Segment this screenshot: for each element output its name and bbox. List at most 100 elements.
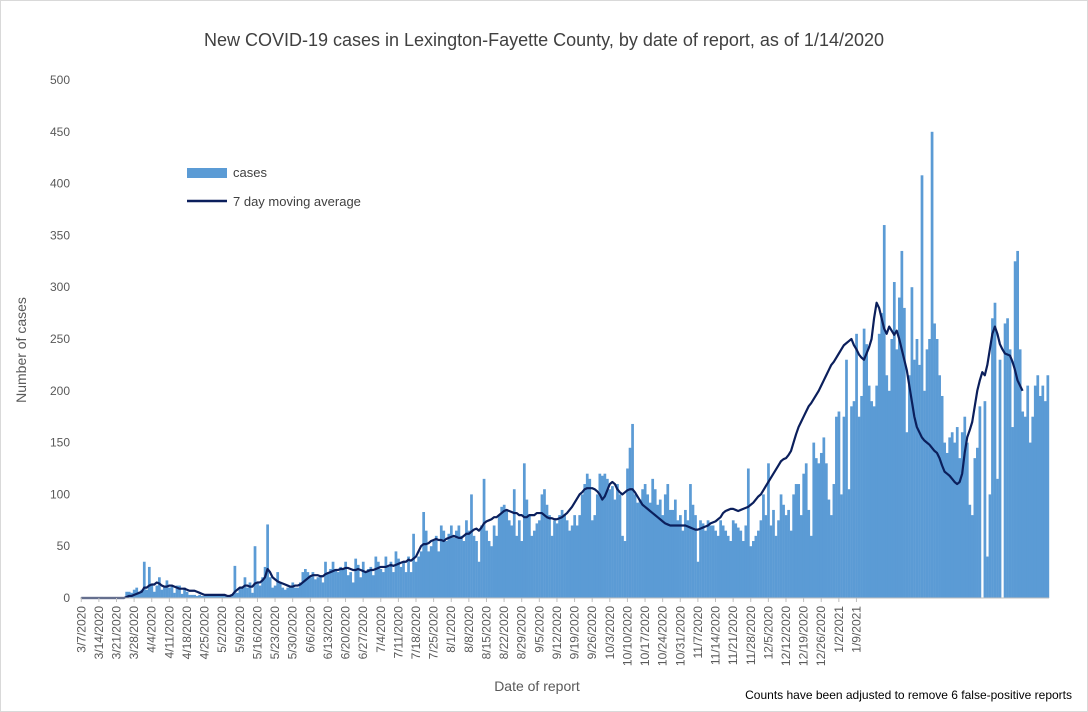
case-bar [150, 583, 154, 598]
case-bar [215, 595, 219, 598]
case-bar [198, 594, 202, 598]
x-tick-label: 5/2/2020 [215, 606, 229, 653]
case-bar [593, 515, 597, 598]
case-bar [767, 463, 770, 598]
case-bar [709, 525, 712, 598]
case-bar [427, 551, 431, 598]
case-bar [812, 442, 816, 598]
case-bar [759, 520, 763, 598]
x-tick-label: 11/7/2020 [691, 606, 705, 659]
case-bar [696, 561, 700, 598]
case-bar [437, 551, 441, 598]
case-bar [663, 494, 667, 598]
case-bar [163, 585, 166, 598]
case-bar [200, 595, 204, 598]
case-bar [653, 489, 657, 598]
case-bar [938, 375, 941, 598]
y-tick-label: 200 [50, 384, 70, 398]
case-bar [178, 585, 181, 598]
case-bar [782, 504, 785, 598]
legend-label-cases: cases [233, 165, 267, 180]
y-tick-label: 400 [50, 177, 70, 191]
x-tick-label: 3/7/2020 [74, 606, 88, 653]
case-bar [885, 375, 889, 598]
y-tick-label: 150 [50, 436, 70, 450]
x-tick-label: 8/8/2020 [462, 606, 476, 653]
case-bar [560, 509, 564, 598]
case-bar [827, 499, 831, 598]
case-bar [870, 401, 874, 598]
case-bar [583, 484, 587, 598]
x-tick-labels: 3/7/2020 3/14/2020 3/21/2020 3/28/2020 4/4/2… [74, 606, 863, 666]
legend: cases 7 day moving average [187, 165, 361, 209]
case-bar [465, 520, 468, 598]
case-bar [701, 523, 705, 598]
x-tick-label: 10/17/2020 [638, 606, 652, 666]
case-bar [505, 509, 509, 598]
case-bar [253, 546, 257, 598]
case-bar [598, 473, 602, 598]
case-bar [588, 478, 592, 598]
case-bar [600, 475, 604, 598]
case-bar [754, 535, 758, 598]
case-bar [845, 359, 848, 598]
x-tick-label: 9/12/2020 [550, 606, 564, 660]
y-tick-labels: 0 50 100 150 200 250 300 350 400 450 500 [50, 73, 70, 605]
x-tick-label: 9/19/2020 [568, 606, 582, 660]
case-bar [875, 385, 879, 598]
case-bar [329, 568, 332, 598]
case-bar [626, 468, 629, 598]
case-bar [165, 580, 169, 598]
x-axis-title: Date of report [494, 678, 580, 694]
case-bar [447, 533, 451, 598]
case-bar [814, 458, 818, 598]
case-bar [1033, 385, 1037, 598]
case-bar [618, 494, 622, 598]
x-tick-label: 10/3/2020 [603, 606, 617, 660]
y-tick-label: 100 [50, 487, 70, 501]
x-tick-label: 10/24/2020 [656, 606, 670, 666]
case-bar [882, 225, 886, 599]
case-bar [550, 535, 554, 598]
case-bar [729, 541, 733, 598]
x-tick-label: 12/5/2020 [761, 606, 775, 660]
case-bar [243, 577, 247, 598]
case-bar [326, 572, 330, 598]
case-bar [1003, 323, 1007, 598]
case-bar [512, 489, 516, 598]
case-bar [417, 556, 420, 598]
case-bar [339, 566, 342, 598]
x-tick-label: 10/31/2020 [673, 606, 687, 666]
case-bar [673, 499, 677, 598]
case-bar [837, 411, 841, 598]
case-bar [716, 535, 720, 598]
case-bar [231, 594, 234, 598]
case-bar [746, 468, 750, 598]
x-tick-label: 6/6/2020 [303, 606, 317, 653]
case-bar [958, 458, 962, 598]
case-bar [424, 530, 428, 598]
case-bar [825, 463, 828, 598]
case-bar [835, 416, 838, 598]
case-bar [641, 489, 644, 598]
case-bar [147, 566, 151, 598]
case-bar [903, 307, 906, 598]
case-bar [744, 525, 748, 598]
case-bar [734, 523, 738, 598]
x-tick-label: 5/16/2020 [250, 606, 264, 660]
case-bar [794, 484, 798, 598]
case-bar [623, 541, 627, 598]
case-bar [616, 484, 619, 598]
case-bar [739, 530, 743, 598]
x-tick-label: 1/9/2021 [849, 606, 863, 653]
x-tick-label: 4/4/2020 [145, 606, 159, 653]
case-bar [872, 406, 876, 598]
case-bar [188, 594, 191, 598]
case-bar [470, 494, 473, 598]
case-bar [714, 530, 717, 598]
case-bar [251, 592, 254, 598]
case-bar [575, 525, 579, 598]
case-bar [392, 572, 395, 598]
case-bar [359, 577, 363, 598]
